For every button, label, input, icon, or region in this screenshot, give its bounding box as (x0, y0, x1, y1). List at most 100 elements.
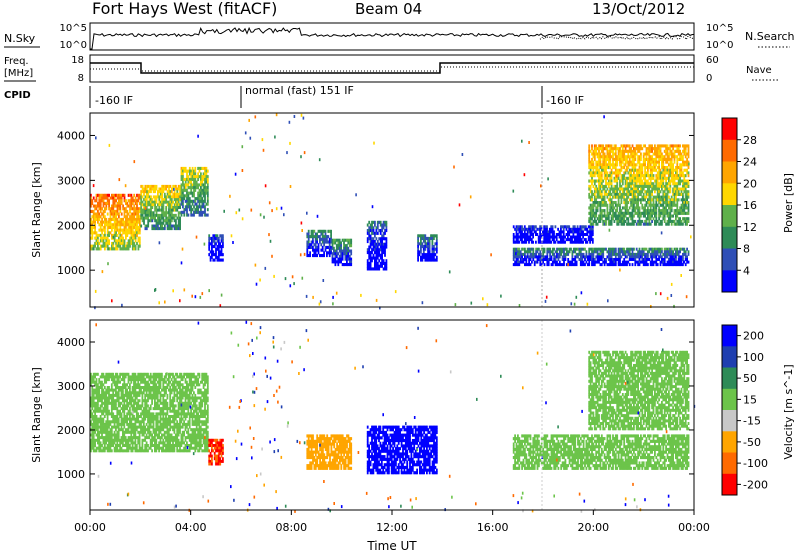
heatmap-cell (327, 245, 330, 249)
heatmap-cell (652, 160, 655, 164)
heatmap-cell (642, 152, 645, 156)
heatmap-cell (191, 183, 194, 187)
heatmap-cell (321, 240, 324, 244)
heatmap-cell (186, 210, 188, 214)
heatmap-cell (641, 166, 644, 170)
heatmap-cell (101, 193, 103, 197)
heatmap-cell (194, 199, 197, 203)
heatmap-cell (649, 157, 652, 161)
heatmap-cell (524, 250, 526, 254)
heatmap-cell (155, 221, 158, 225)
heatmap-cell (673, 252, 676, 256)
heatmap-cell (672, 252, 674, 256)
heatmap-cell (335, 238, 338, 242)
heatmap-cell (648, 166, 651, 170)
heatmap-cell (624, 219, 627, 223)
heatmap-cell (220, 236, 223, 240)
heatmap-cell (571, 263, 574, 267)
heatmap-cell (109, 220, 112, 224)
heatmap-cell (651, 260, 653, 264)
heatmap-cell (560, 230, 562, 234)
heatmap-cell (669, 187, 672, 191)
heatmap-cell (595, 184, 598, 188)
heatmap-cell (654, 222, 656, 226)
heatmap-cell (683, 147, 686, 151)
colorbar-tick-label: 28 (743, 134, 757, 147)
heatmap-cell (570, 260, 572, 264)
heatmap-cell (517, 247, 519, 251)
heatmap-cell (143, 221, 145, 225)
heatmap-cell (563, 252, 565, 256)
heatmap-cell (675, 203, 677, 207)
heatmap-cell (638, 163, 641, 167)
heatmap-cell (620, 149, 623, 153)
heatmap-cell (589, 214, 592, 218)
heatmap-cell (108, 225, 110, 229)
heatmap-cell (347, 257, 350, 261)
heatmap-cell (91, 446, 94, 450)
heatmap-cell (668, 250, 670, 254)
heatmap-cell (661, 198, 663, 202)
heatmap-cell (372, 226, 375, 230)
heatmap-cell (98, 425, 101, 429)
heatmap-cell (103, 422, 106, 426)
heatmap-cell (634, 258, 637, 261)
heatmap-cell (115, 247, 117, 251)
heatmap-cell (616, 187, 619, 191)
heatmap-cell (113, 380, 116, 384)
heatmap-cell (101, 420, 103, 424)
heatmap-cell (652, 147, 655, 151)
heatmap-cell (666, 195, 669, 199)
heatmap-cell (172, 206, 175, 209)
nave-trace (90, 66, 694, 72)
heatmap-cell (421, 255, 424, 259)
speckle-cell (299, 253, 302, 257)
heatmap-cell (106, 236, 109, 240)
heatmap-cell (187, 199, 190, 203)
heatmap-cell (131, 212, 134, 216)
speckle-cell (461, 153, 464, 156)
heatmap-cell (140, 216, 143, 220)
heatmap-cell (616, 147, 619, 151)
heatmap-cell (151, 198, 154, 202)
heatmap-cell (593, 217, 596, 221)
heatmap-cell (95, 199, 98, 203)
heatmap-cell (163, 192, 166, 196)
heatmap-cell (590, 233, 593, 236)
heatmap-cell (385, 264, 388, 268)
heatmap-cell (148, 195, 151, 199)
heatmap-cell (624, 155, 627, 159)
heatmap-cell (382, 242, 385, 246)
heatmap-cell (684, 155, 687, 159)
speckle-cell (586, 302, 589, 306)
heatmap-cell (621, 179, 624, 183)
heatmap-cell (613, 258, 616, 261)
heatmap-cell (589, 163, 592, 167)
heatmap-cell (515, 250, 518, 254)
heatmap-cell (306, 235, 309, 239)
heatmap-cell (595, 219, 598, 223)
heatmap-cell (561, 255, 564, 259)
heatmap-cell (147, 203, 150, 207)
heatmap-cell (659, 247, 662, 251)
heatmap-cell (421, 242, 424, 246)
heatmap-cell (379, 245, 382, 249)
heatmap-cell (663, 176, 666, 180)
heatmap-cell (582, 260, 585, 264)
heatmap-cell (179, 227, 181, 231)
heatmap-cell (91, 433, 94, 437)
heatmap-cell (184, 166, 187, 170)
heatmap-cell (212, 239, 215, 243)
heatmap-cell (662, 163, 665, 167)
heatmap-cell (673, 198, 676, 202)
heatmap-cell (106, 196, 109, 200)
heatmap-cell (546, 252, 549, 256)
freq-right-label: Nave (746, 65, 772, 76)
heatmap-cell (120, 236, 123, 240)
heatmap-cell (120, 193, 123, 197)
heatmap-cell (647, 166, 649, 170)
heatmap-cell (666, 222, 669, 226)
heatmap-cell (605, 174, 607, 178)
heatmap-cell (647, 252, 649, 256)
heatmap-cell (619, 206, 621, 210)
